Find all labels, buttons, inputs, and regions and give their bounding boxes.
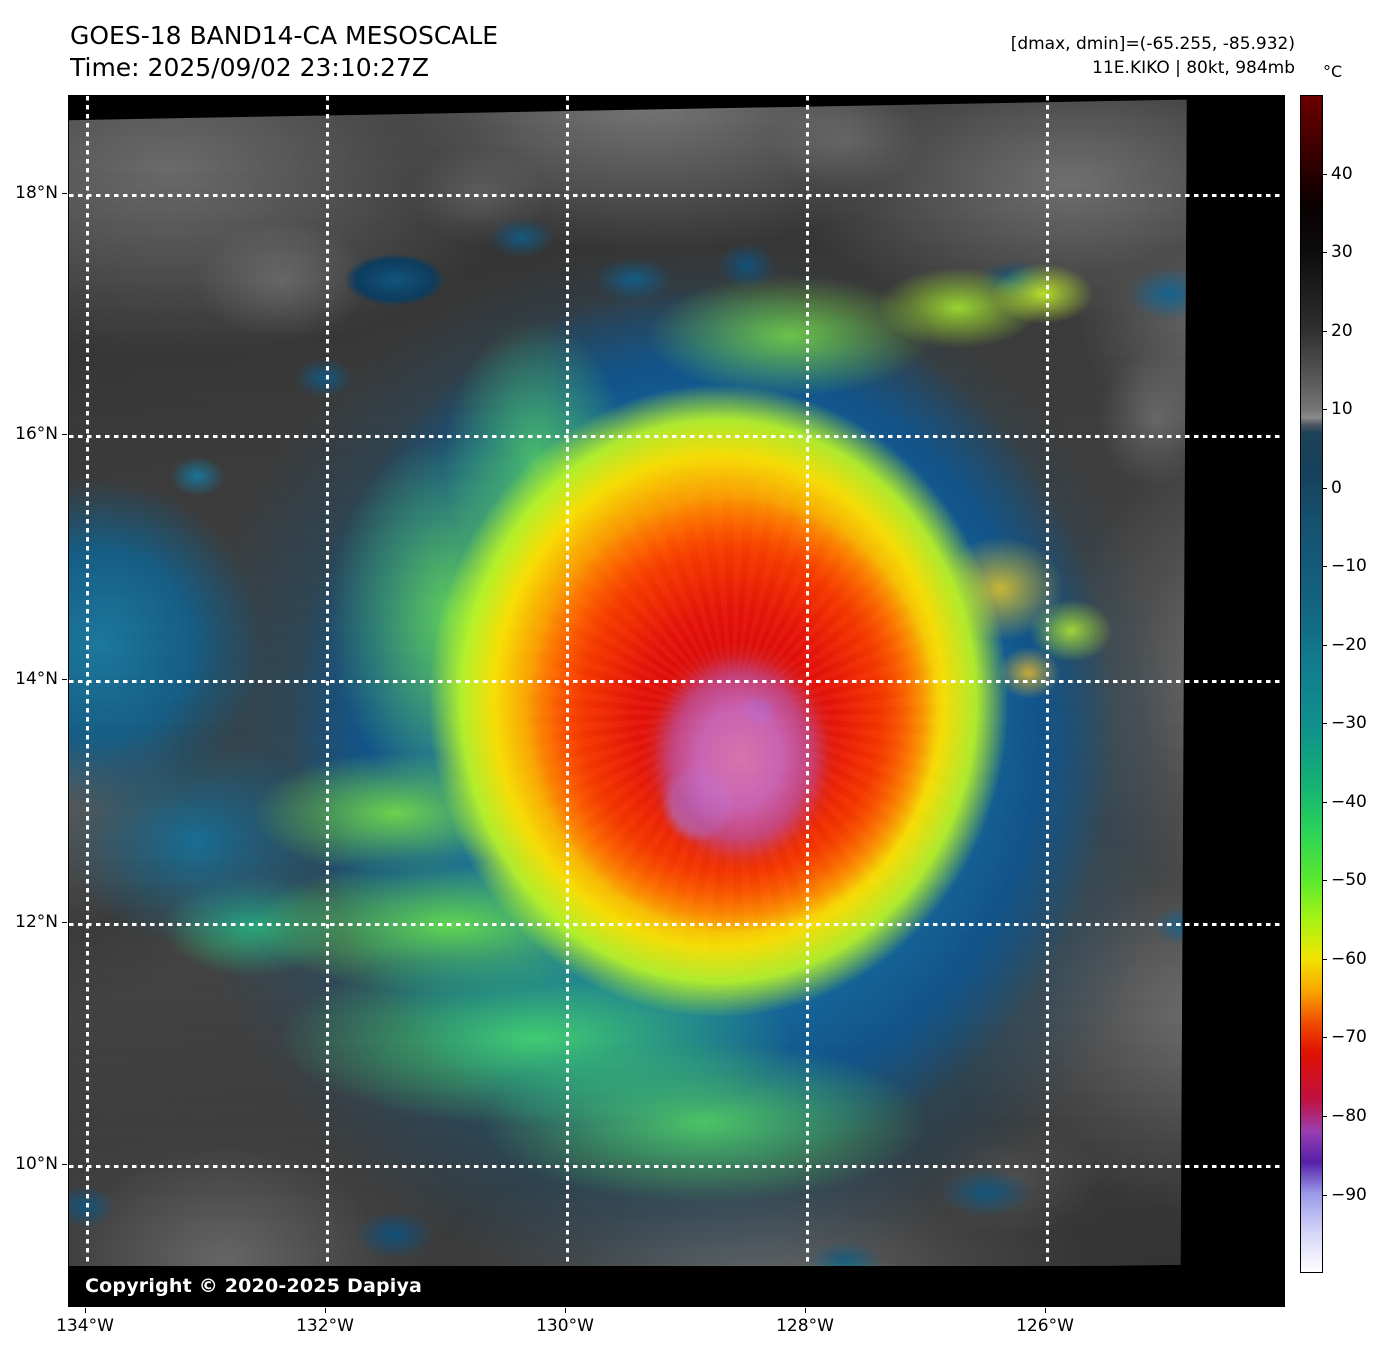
ytick-mark [62,434,67,435]
colorbar-tick-mark [1323,1115,1327,1117]
colorbar-tick-mark [1323,566,1327,568]
xtick-label-126w: 126°W [1016,1316,1074,1336]
colorbar-unit-label: °C [1323,62,1343,81]
colorbar-tick-mark [1323,958,1327,960]
xtick-mark [565,1308,566,1313]
xtick-label-130w: 130°W [536,1316,594,1336]
ytick-mark [62,1164,67,1165]
satellite-swath [69,99,1187,1306]
colorbar-tick-mark [1323,801,1327,803]
xtick-mark [1045,1308,1046,1313]
colorbar-tick-mark [1323,880,1327,882]
colorbar-tick-label: −30 [1331,713,1367,734]
colorbar-tick-label: −90 [1331,1184,1367,1205]
ytick-label-10n: 10°N [15,1154,58,1174]
satellite-image-plot[interactable]: Copyright © 2020-2025 Dapiya [68,95,1285,1307]
colorbar-tick-mark [1323,1194,1327,1196]
ytick-label-12n: 12°N [15,912,58,932]
timestamp-label: Time: 2025/09/02 23:10:27Z [70,53,429,82]
xtick-mark [85,1308,86,1313]
ytick-mark [62,679,67,680]
page-title: GOES-18 BAND14-CA MESOSCALE [70,21,499,50]
colorbar-tick-label: 40 [1331,163,1353,184]
colorbar-tick-mark [1323,173,1327,175]
colorbar-tick-mark [1323,1037,1327,1039]
xtick-mark [805,1308,806,1313]
xtick-label-128w: 128°W [776,1316,834,1336]
colorbar-tick-label: −20 [1331,634,1367,655]
xtick-mark [325,1308,326,1313]
colorbar-tick-mark [1323,252,1327,254]
colorbar-tick-label: −40 [1331,791,1367,812]
colorbar-tick-mark [1323,644,1327,646]
ytick-label-16n: 16°N [15,424,58,444]
dminmax-label: [dmax, dmin]=(-65.255, -85.932) [1010,34,1295,54]
colorbar-tick-label: 30 [1331,242,1353,263]
ytick-mark [62,193,67,194]
title-block: GOES-18 BAND14-CA MESOSCALE Time: 2025/0… [70,20,770,84]
ytick-mark [62,922,67,923]
colorbar-tick-label: −70 [1331,1027,1367,1048]
colorbar-tick-label: −10 [1331,556,1367,577]
colorbar-tick-mark [1323,409,1327,411]
copyright-bar: Copyright © 2020-2025 Dapiya [69,1266,1284,1306]
colorbar-tick-label: 20 [1331,320,1353,341]
colorbar-tick-label: −60 [1331,948,1367,969]
colorbar-gradient [1301,96,1322,1272]
ytick-label-18n: 18°N [15,183,58,203]
pixel-texture-overlay [69,99,1187,1306]
colorbar-tick-label: 10 [1331,399,1353,420]
temperature-colorbar[interactable] [1300,95,1323,1273]
xtick-label-132w: 132°W [296,1316,354,1336]
xtick-label-134w: 134°W [56,1316,114,1336]
annotation-block: [dmax, dmin]=(-65.255, -85.932) 11E.KIKO… [1011,32,1295,80]
colorbar-tick-label: −50 [1331,870,1367,891]
colorbar-tick-mark [1323,723,1327,725]
copyright-text: Copyright © 2020-2025 Dapiya [85,1275,423,1297]
colorbar-tick-mark [1323,330,1327,332]
ytick-label-14n: 14°N [15,669,58,689]
colorbar-tick-mark [1323,487,1327,489]
eye-cold-core [69,99,1187,1306]
colorbar-tick-label: 0 [1331,477,1342,498]
colorbar-tick-label: −80 [1331,1105,1367,1126]
satellite-scene [69,96,1284,1306]
storm-info-label: 11E.KIKO | 80kt, 984mb [1092,58,1295,79]
